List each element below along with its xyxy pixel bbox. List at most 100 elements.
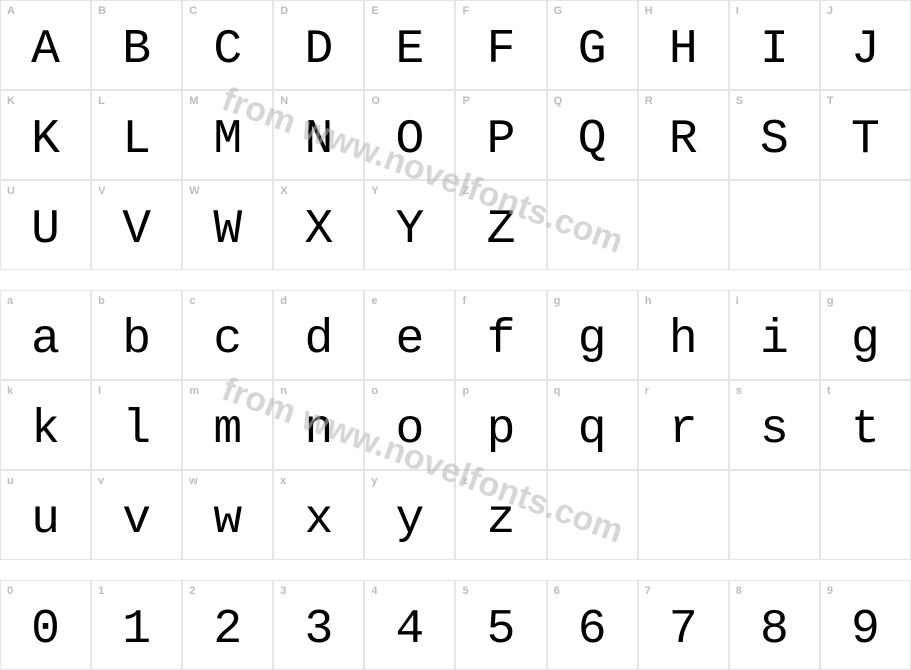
cell-glyph xyxy=(730,199,819,261)
cell-key-label: U xyxy=(7,185,15,197)
cell-glyph: V xyxy=(92,199,181,261)
cell-key-label: 7 xyxy=(645,585,651,597)
glyph-cell: ZZ xyxy=(455,180,546,270)
glyph-cell: 11 xyxy=(91,580,182,670)
cell-glyph: f xyxy=(456,309,545,371)
cell-glyph xyxy=(639,199,728,261)
cell-glyph: N xyxy=(274,109,363,171)
glyph-cell: gg xyxy=(820,290,911,380)
cell-glyph: g xyxy=(548,309,637,371)
cell-glyph: Y xyxy=(365,199,454,261)
cell-key-label: L xyxy=(98,95,105,107)
cell-glyph: r xyxy=(639,399,728,461)
glyph-cell: QQ xyxy=(547,90,638,180)
cell-key-label: 1 xyxy=(98,585,104,597)
glyph-cell: rr xyxy=(638,380,729,470)
cell-glyph: W xyxy=(183,199,272,261)
cell-glyph: 9 xyxy=(821,599,910,661)
cell-key-label: 3 xyxy=(280,585,286,597)
glyph-cell: ss xyxy=(729,380,820,470)
cell-glyph: 7 xyxy=(639,599,728,661)
glyph-cell: 22 xyxy=(182,580,273,670)
glyph-cell: pp xyxy=(455,380,546,470)
cell-glyph: s xyxy=(730,399,819,461)
cell-key-label: C xyxy=(189,5,197,17)
glyph-cell: FF xyxy=(455,0,546,90)
cell-key-label: S xyxy=(736,95,743,107)
cell-glyph: I xyxy=(730,19,819,81)
cell-key-label: r xyxy=(645,385,649,397)
cell-key-label: w xyxy=(189,475,198,487)
cell-glyph: m xyxy=(183,399,272,461)
cell-glyph: b xyxy=(92,309,181,371)
glyph-cell: UU xyxy=(0,180,91,270)
cell-key-label: M xyxy=(189,95,198,107)
cell-glyph: T xyxy=(821,109,910,171)
cell-key-label: g xyxy=(554,295,561,307)
cell-glyph xyxy=(821,489,910,551)
cell-key-label: 6 xyxy=(554,585,560,597)
cell-key-label: i xyxy=(736,295,739,307)
cell-glyph: H xyxy=(639,19,728,81)
glyph-cell: CC xyxy=(182,0,273,90)
cell-glyph: U xyxy=(1,199,90,261)
cell-glyph: F xyxy=(456,19,545,81)
glyph-cell: cc xyxy=(182,290,273,380)
glyph-cell: GG xyxy=(547,0,638,90)
glyph-cell: qq xyxy=(547,380,638,470)
cell-glyph: t xyxy=(821,399,910,461)
cell-glyph: S xyxy=(730,109,819,171)
cell-glyph: q xyxy=(548,399,637,461)
cell-key-label: Z xyxy=(462,185,469,197)
font-character-map: AABBCCDDEEFFGGHHIIJJKKLLMMNNOOPPQQRRSSTT… xyxy=(0,0,911,670)
glyph-cell: SS xyxy=(729,90,820,180)
cell-glyph: d xyxy=(274,309,363,371)
cell-glyph: A xyxy=(1,19,90,81)
cell-glyph xyxy=(821,199,910,261)
glyph-cell xyxy=(638,180,729,270)
cell-key-label: d xyxy=(280,295,287,307)
cell-key-label: n xyxy=(280,385,287,397)
cell-glyph: c xyxy=(183,309,272,371)
cell-key-label: 8 xyxy=(736,585,742,597)
cell-glyph: i xyxy=(730,309,819,371)
glyph-cell: LL xyxy=(91,90,182,180)
cell-key-label: h xyxy=(645,295,652,307)
cell-glyph xyxy=(548,199,637,261)
cell-glyph: y xyxy=(365,489,454,551)
glyph-cell: tt xyxy=(820,380,911,470)
cell-key-label: v xyxy=(98,475,104,487)
glyph-cell: 99 xyxy=(820,580,911,670)
cell-key-label: e xyxy=(371,295,377,307)
cell-key-label: f xyxy=(462,295,466,307)
cell-glyph: 8 xyxy=(730,599,819,661)
cell-glyph xyxy=(730,489,819,551)
cell-glyph: E xyxy=(365,19,454,81)
cell-key-label: b xyxy=(98,295,105,307)
cell-key-label: q xyxy=(554,385,561,397)
cell-glyph: 5 xyxy=(456,599,545,661)
cell-key-label: 9 xyxy=(827,585,833,597)
glyph-cell: xx xyxy=(273,470,364,560)
glyph-cell: VV xyxy=(91,180,182,270)
glyph-cell xyxy=(547,470,638,560)
cell-key-label: N xyxy=(280,95,288,107)
cell-key-label: s xyxy=(736,385,742,397)
cell-glyph: h xyxy=(639,309,728,371)
glyph-cell: II xyxy=(729,0,820,90)
glyph-cell: RR xyxy=(638,90,729,180)
cell-glyph: Q xyxy=(548,109,637,171)
cell-glyph: k xyxy=(1,399,90,461)
glyph-cell: zz xyxy=(455,470,546,560)
cell-key-label: t xyxy=(827,385,831,397)
cell-key-label: z xyxy=(462,475,468,487)
cell-glyph: l xyxy=(92,399,181,461)
glyph-cell: YY xyxy=(364,180,455,270)
glyph-cell: BB xyxy=(91,0,182,90)
glyph-cell: hh xyxy=(638,290,729,380)
cell-key-label: W xyxy=(189,185,199,197)
cell-key-label: p xyxy=(462,385,469,397)
glyph-cell xyxy=(820,180,911,270)
cell-glyph: X xyxy=(274,199,363,261)
cell-key-label: 2 xyxy=(189,585,195,597)
